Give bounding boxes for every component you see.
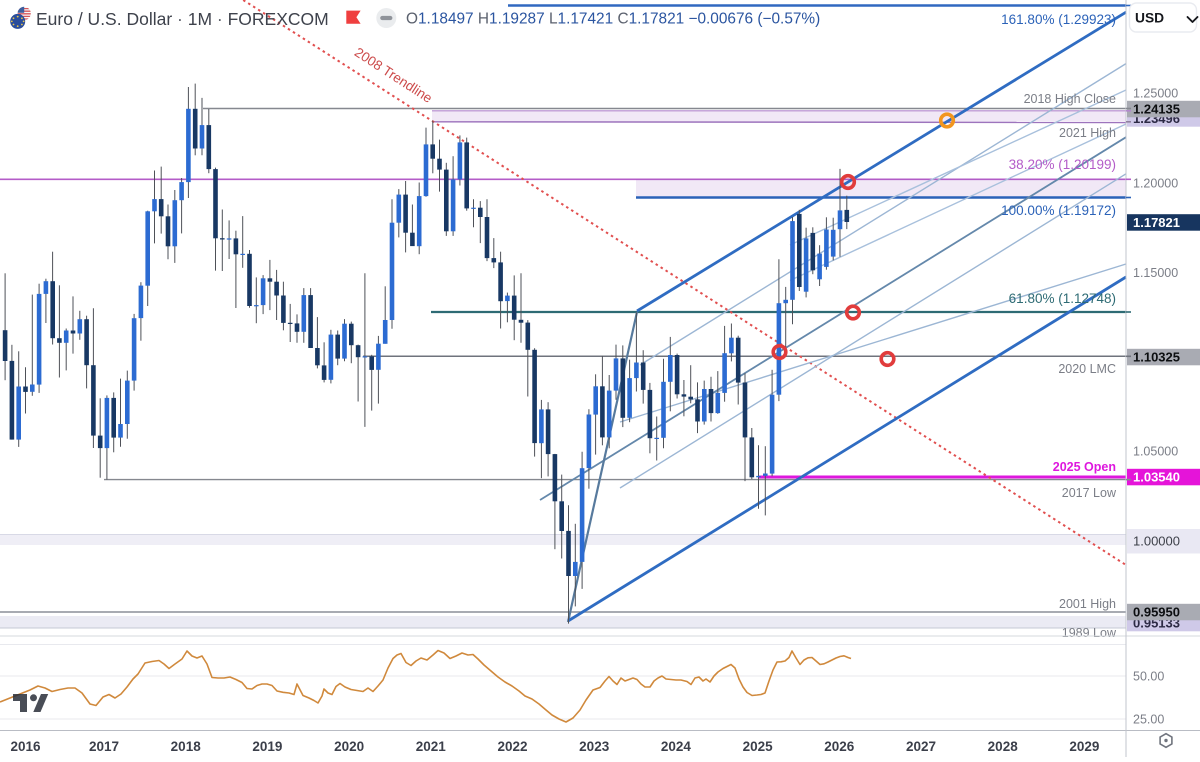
svg-text:2029: 2029: [1069, 739, 1099, 754]
svg-text:2026: 2026: [824, 739, 855, 754]
svg-text:1.17821: 1.17821: [1133, 215, 1180, 230]
svg-text:2018 High Close: 2018 High Close: [1024, 92, 1116, 106]
svg-text:2021 High: 2021 High: [1059, 126, 1116, 140]
svg-text:2020 LMC: 2020 LMC: [1058, 362, 1116, 376]
svg-text:1.24135: 1.24135: [1133, 102, 1180, 117]
svg-text:1.10325: 1.10325: [1133, 350, 1180, 365]
svg-text:0.95950: 0.95950: [1133, 605, 1180, 620]
svg-text:USD: USD: [1135, 11, 1164, 26]
svg-text:Euro / U.S. Dollar · 1M · FORE: Euro / U.S. Dollar · 1M · FOREXCOM: [36, 9, 329, 29]
svg-text:1.05000: 1.05000: [1133, 445, 1178, 459]
svg-text:38.20% (1.20199): 38.20% (1.20199): [1009, 157, 1116, 172]
svg-text:1.03540: 1.03540: [1133, 470, 1180, 485]
svg-text:1.15000: 1.15000: [1133, 266, 1178, 280]
svg-text:2021: 2021: [416, 739, 447, 754]
svg-text:2025 Open: 2025 Open: [1053, 460, 1116, 474]
svg-text:1.20000: 1.20000: [1133, 177, 1178, 191]
svg-text:2017 Low: 2017 Low: [1062, 486, 1117, 500]
svg-text:2018: 2018: [171, 739, 202, 754]
svg-text:25.00: 25.00: [1133, 713, 1164, 727]
svg-text:1.00000: 1.00000: [1133, 534, 1180, 549]
svg-text:2025: 2025: [743, 739, 774, 754]
svg-text:2016: 2016: [10, 739, 41, 754]
svg-text:2001 High: 2001 High: [1059, 597, 1116, 611]
svg-text:2023: 2023: [579, 739, 610, 754]
svg-text:2020: 2020: [334, 739, 364, 754]
svg-text:2017: 2017: [89, 739, 119, 754]
svg-text:2019: 2019: [252, 739, 282, 754]
svg-text:O1.18497 H1.19287 L1.17421: O1.18497 H1.19287 L1.17421 C1.17821 −0.0…: [406, 11, 820, 28]
svg-text:1989 Low: 1989 Low: [1062, 626, 1117, 640]
svg-text:2024: 2024: [661, 739, 692, 754]
svg-text:1.25000: 1.25000: [1133, 87, 1178, 101]
svg-text:2022: 2022: [497, 739, 527, 754]
svg-text:61.80% (1.12748): 61.80% (1.12748): [1009, 291, 1116, 306]
svg-text:2027: 2027: [906, 739, 936, 754]
svg-text:100.00% (1.19172): 100.00% (1.19172): [1001, 203, 1116, 218]
svg-text:2028: 2028: [988, 739, 1019, 754]
svg-text:50.00: 50.00: [1133, 670, 1164, 684]
svg-text:161.80% (1.29923): 161.80% (1.29923): [1001, 12, 1116, 27]
